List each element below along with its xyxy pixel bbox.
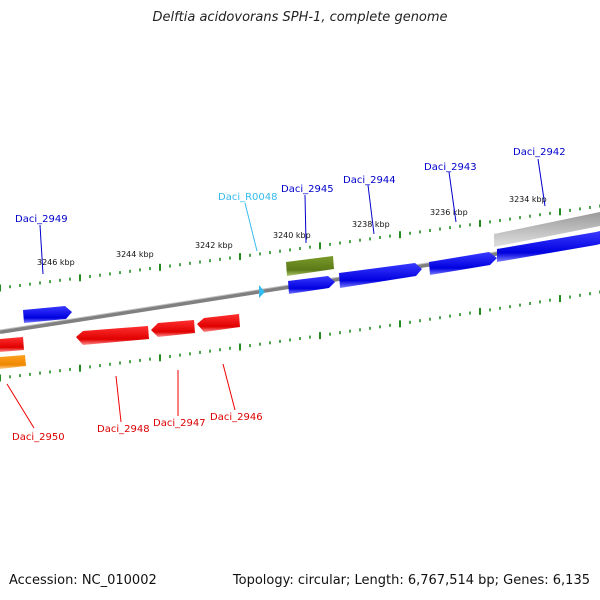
upper-gray-band [494, 212, 600, 247]
kbp-label-3242: 3242 kbp [195, 241, 233, 250]
accession-text: Accession: NC_010002 [9, 573, 157, 588]
kbp-label-3244: 3244 kbp [116, 250, 154, 259]
label-daci-r0048[interactable]: Daci_R0048 [218, 192, 278, 203]
label-leaders [6, 158, 546, 429]
topology-text: Topology: circular; Length: 6,767,514 bp… [232, 573, 590, 588]
gene-orange-partial[interactable] [0, 355, 26, 369]
gene-daci-2949[interactable] [23, 306, 72, 323]
ruler-ticks-top [0, 204, 600, 292]
gene-daci-2946[interactable] [197, 314, 240, 332]
ruler-ticks-bottom [0, 290, 600, 382]
label-daci-2946[interactable]: Daci_2946 [210, 412, 263, 423]
gene-daci-2944[interactable] [339, 263, 422, 288]
kbp-label-3238: 3238 kbp [352, 220, 390, 229]
label-daci-2949[interactable]: Daci_2949 [15, 214, 68, 225]
gene-daci-2945-pseudo[interactable] [286, 256, 334, 276]
kbp-label-3240: 3240 kbp [273, 231, 311, 240]
gene-daci-2947[interactable] [151, 320, 195, 337]
label-daci-2950[interactable]: Daci_2950 [12, 432, 65, 443]
gene-daci-2950[interactable] [0, 337, 24, 352]
gene-daci-2948[interactable] [76, 326, 149, 345]
label-daci-2945[interactable]: Daci_2945 [281, 184, 334, 195]
label-daci-2948[interactable]: Daci_2948 [97, 424, 150, 435]
kbp-label-3246: 3246 kbp [37, 258, 75, 267]
gene-daci-r0048[interactable] [259, 285, 265, 298]
label-daci-2944[interactable]: Daci_2944 [343, 175, 396, 186]
kbp-label-3236: 3236 kbp [430, 208, 468, 217]
page-title: Delftia acidovorans SPH-1, complete geno… [152, 10, 448, 25]
label-daci-2943[interactable]: Daci_2943 [424, 162, 477, 173]
label-daci-2947[interactable]: Daci_2947 [153, 418, 206, 429]
kbp-label-3234: 3234 kbp [509, 195, 547, 204]
gene-daci-2942[interactable] [497, 231, 600, 262]
gene-daci-2945-arrow[interactable] [288, 276, 335, 294]
gene-daci-2943[interactable] [429, 252, 497, 275]
label-daci-2942[interactable]: Daci_2942 [513, 147, 566, 158]
